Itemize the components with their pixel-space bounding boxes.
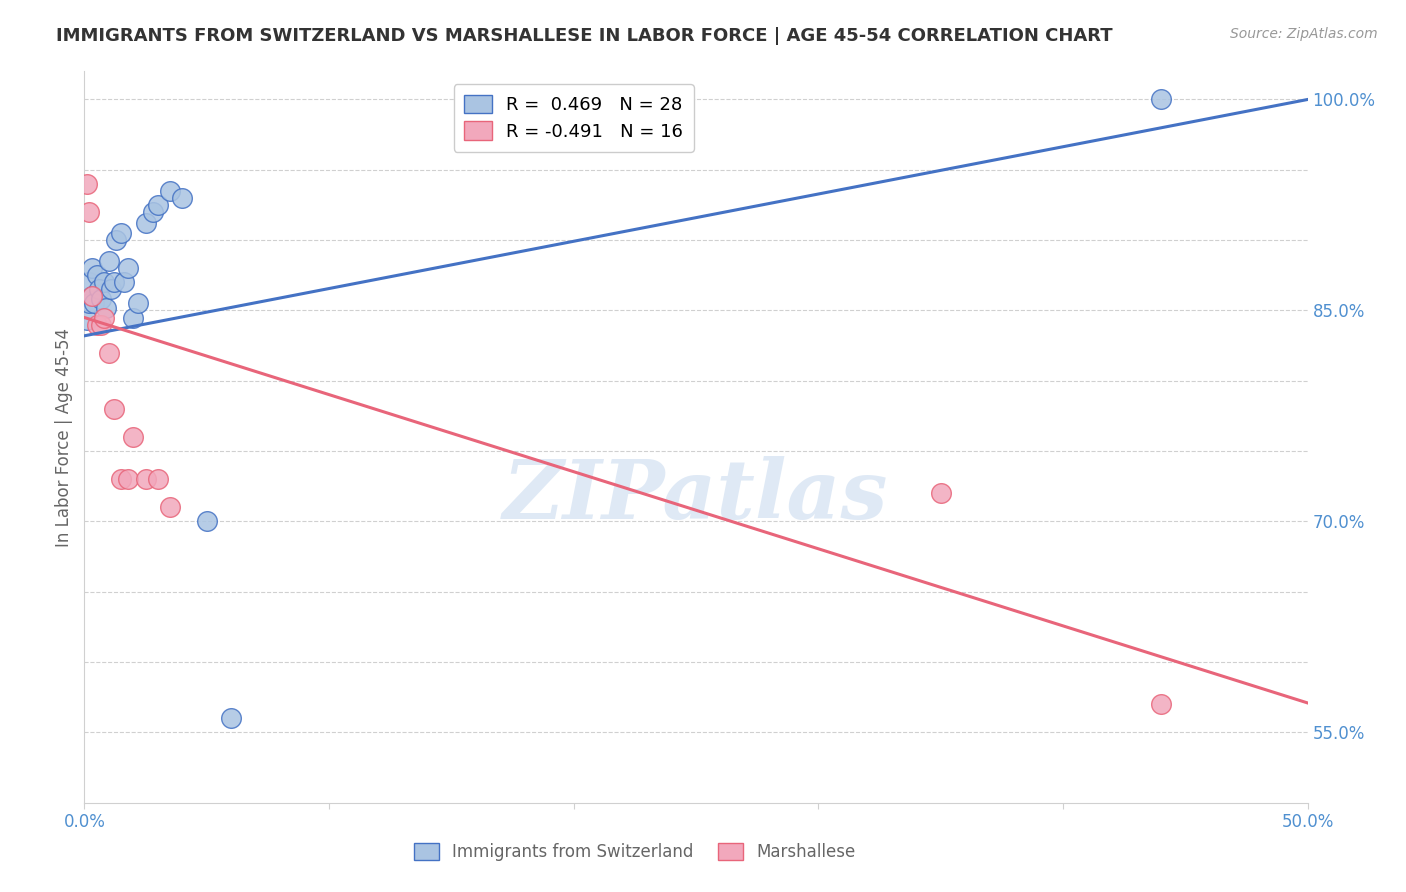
Point bbox=[110, 226, 132, 240]
Point bbox=[146, 198, 169, 212]
Point bbox=[80, 289, 103, 303]
Point bbox=[112, 276, 135, 290]
Point bbox=[90, 318, 112, 332]
Point bbox=[80, 261, 103, 276]
Point bbox=[77, 276, 100, 290]
Text: ZIPatlas: ZIPatlas bbox=[503, 456, 889, 535]
Point bbox=[1150, 93, 1173, 107]
Text: IMMIGRANTS FROM SWITZERLAND VS MARSHALLESE IN LABOR FORCE | AGE 45-54 CORRELATIO: IMMIGRANTS FROM SWITZERLAND VS MARSHALLE… bbox=[56, 27, 1114, 45]
Point bbox=[103, 401, 125, 416]
Point bbox=[97, 345, 120, 359]
Point bbox=[219, 711, 242, 725]
Point bbox=[76, 313, 98, 327]
Point bbox=[146, 472, 169, 486]
Point bbox=[77, 296, 100, 310]
Point bbox=[105, 233, 128, 247]
Point bbox=[159, 500, 181, 515]
Point bbox=[122, 430, 145, 444]
Text: Source: ZipAtlas.com: Source: ZipAtlas.com bbox=[1230, 27, 1378, 41]
Point bbox=[96, 301, 118, 315]
Point bbox=[100, 282, 122, 296]
Point bbox=[117, 261, 139, 276]
Point bbox=[87, 282, 110, 296]
Point bbox=[122, 310, 145, 325]
Point bbox=[93, 310, 115, 325]
Point bbox=[135, 472, 157, 486]
Point bbox=[86, 268, 108, 283]
Y-axis label: In Labor Force | Age 45-54: In Labor Force | Age 45-54 bbox=[55, 327, 73, 547]
Point bbox=[103, 276, 125, 290]
Point bbox=[90, 292, 112, 306]
Legend: Immigrants from Switzerland, Marshallese: Immigrants from Switzerland, Marshallese bbox=[406, 836, 863, 868]
Point bbox=[1150, 698, 1173, 712]
Point bbox=[77, 205, 100, 219]
Point bbox=[135, 216, 157, 230]
Point bbox=[195, 515, 218, 529]
Point bbox=[172, 191, 194, 205]
Point bbox=[110, 472, 132, 486]
Point bbox=[127, 296, 149, 310]
Point bbox=[83, 296, 105, 310]
Point bbox=[117, 472, 139, 486]
Point bbox=[929, 486, 952, 500]
Point bbox=[80, 289, 103, 303]
Point bbox=[93, 276, 115, 290]
Point bbox=[76, 177, 98, 191]
Point bbox=[159, 184, 181, 198]
Point bbox=[142, 205, 165, 219]
Point bbox=[86, 318, 108, 332]
Point bbox=[97, 254, 120, 268]
